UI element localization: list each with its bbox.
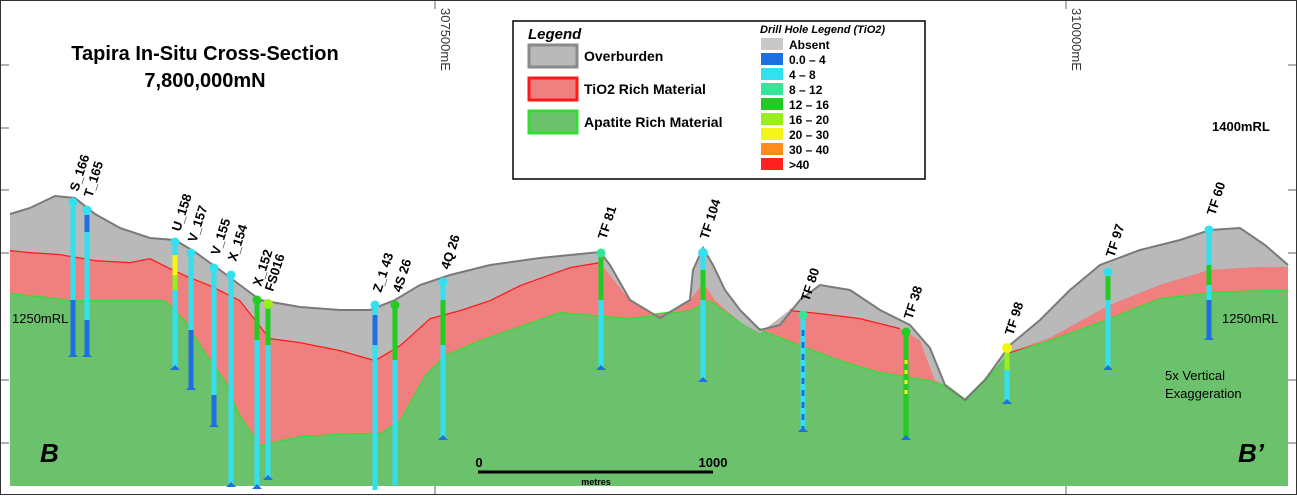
- drill-legend-label: 12 – 16: [789, 98, 829, 112]
- drill-legend-label: >40: [789, 158, 810, 172]
- scale-bar-start: 0: [475, 455, 482, 470]
- drill-legend-swatch: [761, 143, 783, 155]
- tio2-rich-layer: [10, 250, 945, 445]
- drill-hole-collar: [226, 270, 236, 280]
- drill-legend-title: Drill Hole Legend (TiO2): [760, 24, 885, 36]
- drill-legend-label: 8 – 12: [789, 83, 823, 97]
- drill-hole-collar: [209, 263, 219, 273]
- drill-hole-collar: [170, 237, 180, 247]
- drill-legend-swatch: [761, 38, 783, 50]
- legend-swatch-tio2: [529, 78, 577, 100]
- drill-hole-collar: [186, 248, 196, 258]
- drill-hole-collar: [370, 300, 380, 310]
- drill-hole-collar: [68, 197, 78, 207]
- drill-hole-collar: [901, 327, 911, 337]
- drill-legend-swatch: [761, 53, 783, 65]
- elevation-label-right: 1250mRL: [1222, 311, 1278, 326]
- section-title: Tapira In-Situ Cross-Section: [71, 43, 338, 65]
- drill-hole-collar: [263, 299, 273, 309]
- legend-label-tio2: TiO2 Rich Material: [584, 81, 706, 97]
- drill-hole-collar: [390, 300, 400, 310]
- drill-hole-collar: [698, 248, 708, 258]
- elevation-label-left: 1250mRL: [12, 311, 68, 326]
- drill-hole-collar: [252, 295, 262, 305]
- drill-legend-label: 4 – 8: [789, 68, 816, 82]
- drill-hole-collar: [438, 277, 448, 287]
- drill-hole-collar: [1204, 225, 1214, 235]
- section-end-right: B’: [1238, 438, 1265, 468]
- easting-label-310000: 310000mE: [1069, 8, 1084, 71]
- legend-box: [512, 20, 926, 180]
- scale-bar: 0 1000 metres: [475, 455, 727, 487]
- drill-legend-swatch: [761, 68, 783, 80]
- drill-hole-collar: [1103, 267, 1113, 277]
- section-subtitle: 7,800,000mN: [144, 70, 265, 92]
- easting-label-307500: 307500mE: [438, 8, 453, 71]
- drill-legend-label: 20 – 30: [789, 128, 829, 142]
- apatite-rich-layer: [10, 290, 1288, 486]
- legend-title: Legend: [528, 26, 582, 43]
- legend-swatch-apatite: [529, 111, 577, 133]
- tio2-layer-right: [1010, 267, 1288, 352]
- exaggeration-note-line1: 5x Vertical: [1165, 368, 1225, 383]
- drill-legend-label: 0.0 – 4: [789, 53, 826, 67]
- drill-hole-collar: [82, 205, 92, 215]
- drill-legend-label: 16 – 20: [789, 113, 829, 127]
- exaggeration-note-line2: Exaggeration: [1165, 386, 1242, 401]
- topography-line: [9, 194, 1289, 402]
- drill-hole-collar: [798, 310, 808, 320]
- drill-legend-swatch: [761, 83, 783, 95]
- drill-legend-swatch: [761, 128, 783, 140]
- elevation-label-1400: 1400mRL: [1212, 119, 1270, 134]
- legend-swatch-overburden: [529, 45, 577, 67]
- section-end-left: B: [40, 438, 59, 468]
- drill-legend-items: Absent 0.0 – 4 4 – 8 8 – 12 12 – 16 16 –…: [761, 38, 830, 172]
- legend-label-apatite: Apatite Rich Material: [584, 114, 722, 130]
- scale-bar-unit: metres: [581, 477, 611, 487]
- drill-legend-label: Absent: [789, 38, 830, 52]
- drill-hole-u158: U_158: [169, 192, 195, 370]
- drill-hole-collar: [1002, 343, 1012, 353]
- legend: Legend Overburden TiO2 Rich Material Apa…: [512, 20, 926, 180]
- drill-legend-swatch: [761, 158, 783, 170]
- drill-hole-collar: [596, 248, 606, 258]
- drill-legend-label: 30 – 40: [789, 143, 829, 157]
- drill-legend-swatch: [761, 98, 783, 110]
- legend-label-overburden: Overburden: [584, 48, 663, 64]
- scale-bar-end: 1000: [699, 455, 728, 470]
- drill-legend-swatch: [761, 113, 783, 125]
